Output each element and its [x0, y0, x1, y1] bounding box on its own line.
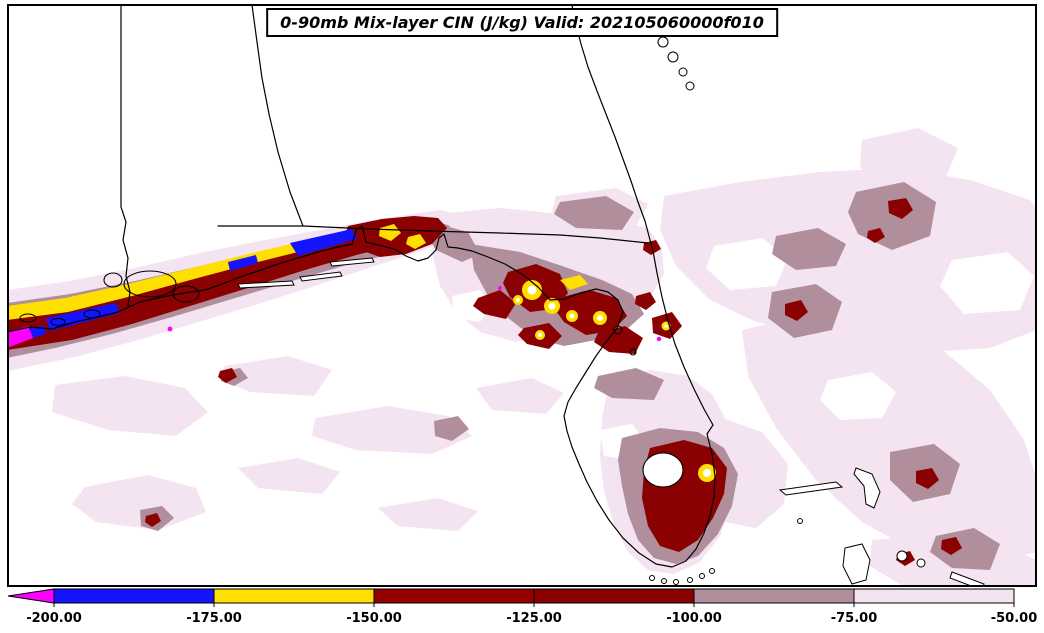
bahama-island: [896, 550, 908, 562]
barrier-islands: [329, 257, 375, 267]
gulf-and-atlantic-coastline: [8, 5, 716, 568]
state-border-al-ga: [251, 5, 304, 227]
sea-island: [657, 36, 669, 48]
bahama-island: [916, 558, 926, 568]
map-title: 0-90mb Mix-layer CIN (J/kg) Valid: 20210…: [280, 13, 764, 32]
lake-small-1: [613, 325, 623, 335]
colorbar-underflow-arrow: [7, 588, 55, 604]
colorbar-bin--175-to--150: [213, 588, 375, 604]
lake-okeechobee: [642, 452, 684, 488]
marsh-island: [19, 313, 37, 323]
colorbar-bin--100-to--75: [693, 588, 855, 604]
florida-key: [673, 579, 679, 585]
colorbar: -200.00 -175.00 -150.00 -125.00 -100.00 -75.0…: [7, 588, 1038, 626]
colorbar-bin--200-to--175: [53, 588, 215, 604]
lake-maurepas: [103, 272, 123, 288]
florida-key: [699, 573, 705, 579]
colorbar-tick-label: -100.00: [666, 611, 722, 626]
state-border-fl-ga: [302, 225, 649, 244]
colorbar-bin--75-to--50: [853, 588, 1015, 604]
lake-small-2: [629, 348, 637, 356]
florida-key: [709, 568, 715, 574]
andros-island: [842, 543, 871, 585]
colorbar-tick-label: -125.00: [506, 611, 562, 626]
grand-bahama-island: [778, 481, 844, 496]
contour-fill-pale-pink: [8, 128, 1036, 586]
map-title-box: 0-90mb Mix-layer CIN (J/kg) Valid: 20210…: [266, 8, 778, 37]
barrier-islands: [299, 271, 343, 282]
bimini-island: [797, 518, 803, 524]
eleuthera-island: [949, 571, 985, 586]
colorbar-bin--150-to--125: [373, 588, 535, 604]
contour-ring-centers: [516, 285, 711, 477]
florida-key: [649, 575, 655, 581]
florida-key: [687, 577, 693, 583]
barrier-islands: [237, 280, 295, 289]
colorbar-tick-label: -175.00: [186, 611, 242, 626]
colorbar-tick-label: -75.00: [831, 611, 878, 626]
sea-island: [685, 81, 695, 91]
lake-pontchartrain: [123, 270, 177, 298]
map-border: [7, 4, 1037, 587]
colorbar-tick-label: -150.00: [346, 611, 402, 626]
contour-holes: [452, 238, 1034, 578]
islands: [19, 36, 985, 586]
colorbar-tick-label: -200.00: [26, 611, 82, 626]
lakes: [103, 270, 684, 488]
lake-borgne: [172, 285, 200, 303]
colorbar-tick-label: -50.00: [991, 611, 1038, 626]
sea-island: [667, 51, 679, 63]
coastlines: [8, 5, 716, 568]
sea-island: [678, 67, 688, 77]
abaco-island: [853, 467, 881, 509]
state-border-ms-al: [120, 5, 131, 307]
contour-fill-magenta: [8, 286, 662, 348]
marsh-island: [83, 309, 101, 319]
colorbar-bin--125-to--100: [533, 588, 695, 604]
florida-key: [661, 578, 667, 584]
marsh-island: [50, 318, 66, 326]
